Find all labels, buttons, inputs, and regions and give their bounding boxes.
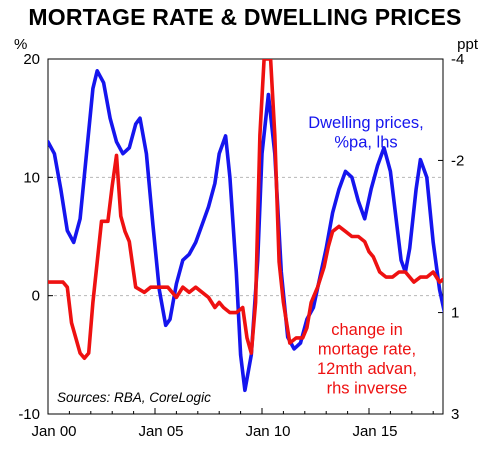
x-tick-label: Jan 00 [31, 423, 76, 440]
annotation-line: %pa, lhs [334, 134, 397, 152]
left-tick-label: 0 [32, 288, 40, 305]
source-note: Sources: RBA, CoreLogic [57, 390, 211, 405]
right-tick-label: -2 [451, 152, 464, 169]
x-tick-label: Jan 10 [245, 423, 290, 440]
annotation-line: mortage rate, [318, 341, 416, 359]
annotation-line: 12mth advan, [317, 360, 417, 378]
dwelling-prices-annotation: Dwelling prices, %pa, lhs [308, 114, 424, 152]
x-tick-label: Jan 15 [352, 423, 397, 440]
plot-frame [47, 58, 444, 415]
mortgage-rate-line [48, 59, 443, 360]
dwelling-prices-line [48, 69, 443, 393]
left-tick-label: 20 [23, 51, 40, 68]
mortgage-rate-annotation: change in mortage rate, 12mth advan, rhs in… [317, 321, 417, 398]
left-tick-label: 10 [23, 169, 40, 186]
left-tick-label: -10 [18, 406, 40, 423]
right-axis-unit: ppt [457, 36, 478, 53]
right-tick-label: 1 [451, 305, 459, 322]
left-axis-unit: % [14, 36, 28, 53]
right-tick-label: 3 [451, 406, 459, 423]
right-tick-label: -4 [451, 51, 464, 68]
chart-title: MORTAGE RATE & DWELLING PRICES [28, 4, 462, 30]
x-tick-label: Jan 05 [138, 423, 183, 440]
annotation-line: change in [331, 321, 403, 339]
annotation-line: Dwelling prices, [308, 114, 424, 132]
annotation-line: rhs inverse [327, 380, 408, 398]
